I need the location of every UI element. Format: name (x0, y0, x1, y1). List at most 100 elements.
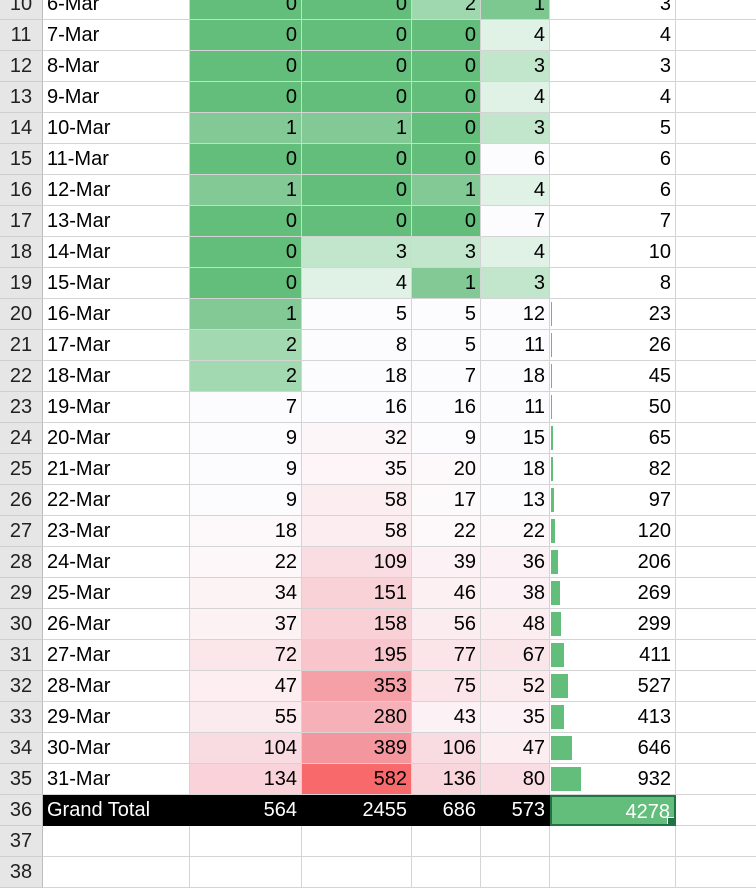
value-cell[interactable]: 35 (302, 454, 412, 485)
value-cell[interactable]: 56 (412, 609, 481, 640)
date-cell[interactable]: 31-Mar (43, 764, 190, 795)
empty-cell[interactable] (676, 516, 756, 547)
value-cell[interactable]: 158 (302, 609, 412, 640)
value-cell[interactable]: 646 (550, 733, 676, 764)
row-header[interactable]: 18 (0, 237, 43, 268)
value-cell[interactable]: 6 (481, 144, 550, 175)
value-cell[interactable]: 269 (550, 578, 676, 609)
date-cell[interactable]: 30-Mar (43, 733, 190, 764)
empty-cell[interactable] (676, 392, 756, 423)
empty-cell[interactable] (676, 640, 756, 671)
value-cell[interactable]: 97 (550, 485, 676, 516)
value-cell[interactable]: 58 (302, 485, 412, 516)
value-cell[interactable]: 0 (190, 51, 302, 82)
empty-cell[interactable] (550, 857, 676, 888)
date-cell[interactable]: 6-Mar (43, 0, 190, 20)
value-cell[interactable]: 0 (412, 113, 481, 144)
value-cell[interactable]: 0 (302, 206, 412, 237)
row-header[interactable]: 23 (0, 392, 43, 423)
value-cell[interactable]: 8 (302, 330, 412, 361)
empty-cell[interactable] (676, 578, 756, 609)
empty-cell[interactable] (676, 857, 756, 888)
value-cell[interactable]: 12 (481, 299, 550, 330)
value-cell[interactable]: 77 (412, 640, 481, 671)
total-cell[interactable]: 573 (481, 795, 550, 826)
value-cell[interactable]: 65 (550, 423, 676, 454)
date-cell[interactable]: 9-Mar (43, 82, 190, 113)
value-cell[interactable]: 0 (190, 144, 302, 175)
row-header[interactable]: 24 (0, 423, 43, 454)
value-cell[interactable]: 47 (481, 733, 550, 764)
empty-cell[interactable] (190, 857, 302, 888)
date-cell[interactable]: 23-Mar (43, 516, 190, 547)
value-cell[interactable]: 46 (412, 578, 481, 609)
row-header[interactable]: 11 (0, 20, 43, 51)
value-cell[interactable]: 3 (412, 237, 481, 268)
value-cell[interactable]: 36 (481, 547, 550, 578)
date-cell[interactable]: 19-Mar (43, 392, 190, 423)
row-header[interactable]: 37 (0, 826, 43, 857)
value-cell[interactable]: 3 (481, 51, 550, 82)
value-cell[interactable]: 5 (412, 299, 481, 330)
value-cell[interactable]: 4 (481, 237, 550, 268)
value-cell[interactable]: 9 (190, 423, 302, 454)
value-cell[interactable]: 15 (481, 423, 550, 454)
row-header[interactable]: 15 (0, 144, 43, 175)
empty-cell[interactable] (43, 826, 190, 857)
row-header[interactable]: 10 (0, 0, 43, 20)
value-cell[interactable]: 134 (190, 764, 302, 795)
value-cell[interactable]: 22 (481, 516, 550, 547)
grand-total-label[interactable]: Grand Total (43, 795, 190, 826)
empty-cell[interactable] (676, 795, 756, 826)
value-cell[interactable]: 45 (550, 361, 676, 392)
value-cell[interactable]: 0 (412, 20, 481, 51)
value-cell[interactable]: 3 (550, 0, 676, 20)
value-cell[interactable]: 13 (481, 485, 550, 516)
value-cell[interactable]: 104 (190, 733, 302, 764)
value-cell[interactable]: 0 (190, 237, 302, 268)
value-cell[interactable]: 1 (302, 113, 412, 144)
value-cell[interactable]: 0 (190, 268, 302, 299)
value-cell[interactable]: 106 (412, 733, 481, 764)
value-cell[interactable]: 4 (481, 175, 550, 206)
date-cell[interactable]: 17-Mar (43, 330, 190, 361)
value-cell[interactable]: 4 (550, 82, 676, 113)
empty-cell[interactable] (550, 826, 676, 857)
value-cell[interactable]: 2 (190, 361, 302, 392)
value-cell[interactable]: 7 (190, 392, 302, 423)
row-header[interactable]: 19 (0, 268, 43, 299)
value-cell[interactable]: 0 (302, 175, 412, 206)
value-cell[interactable]: 932 (550, 764, 676, 795)
value-cell[interactable]: 3 (481, 113, 550, 144)
value-cell[interactable]: 75 (412, 671, 481, 702)
empty-cell[interactable] (412, 857, 481, 888)
value-cell[interactable]: 151 (302, 578, 412, 609)
value-cell[interactable]: 80 (481, 764, 550, 795)
value-cell[interactable]: 58 (302, 516, 412, 547)
row-header[interactable]: 30 (0, 609, 43, 640)
empty-cell[interactable] (302, 826, 412, 857)
value-cell[interactable]: 0 (412, 206, 481, 237)
value-cell[interactable]: 195 (302, 640, 412, 671)
value-cell[interactable]: 299 (550, 609, 676, 640)
empty-cell[interactable] (676, 206, 756, 237)
value-cell[interactable]: 4 (550, 20, 676, 51)
total-cell[interactable]: 686 (412, 795, 481, 826)
empty-cell[interactable] (676, 330, 756, 361)
empty-cell[interactable] (481, 857, 550, 888)
date-cell[interactable]: 18-Mar (43, 361, 190, 392)
selected-cell[interactable]: 4278 (550, 795, 676, 826)
empty-cell[interactable] (43, 857, 190, 888)
value-cell[interactable]: 2 (190, 330, 302, 361)
value-cell[interactable]: 50 (550, 392, 676, 423)
value-cell[interactable]: 6 (550, 144, 676, 175)
empty-cell[interactable] (676, 485, 756, 516)
value-cell[interactable]: 35 (481, 702, 550, 733)
row-header[interactable]: 35 (0, 764, 43, 795)
row-header[interactable]: 29 (0, 578, 43, 609)
value-cell[interactable]: 0 (302, 0, 412, 20)
value-cell[interactable]: 5 (550, 113, 676, 144)
value-cell[interactable]: 34 (190, 578, 302, 609)
date-cell[interactable]: 13-Mar (43, 206, 190, 237)
value-cell[interactable]: 16 (302, 392, 412, 423)
